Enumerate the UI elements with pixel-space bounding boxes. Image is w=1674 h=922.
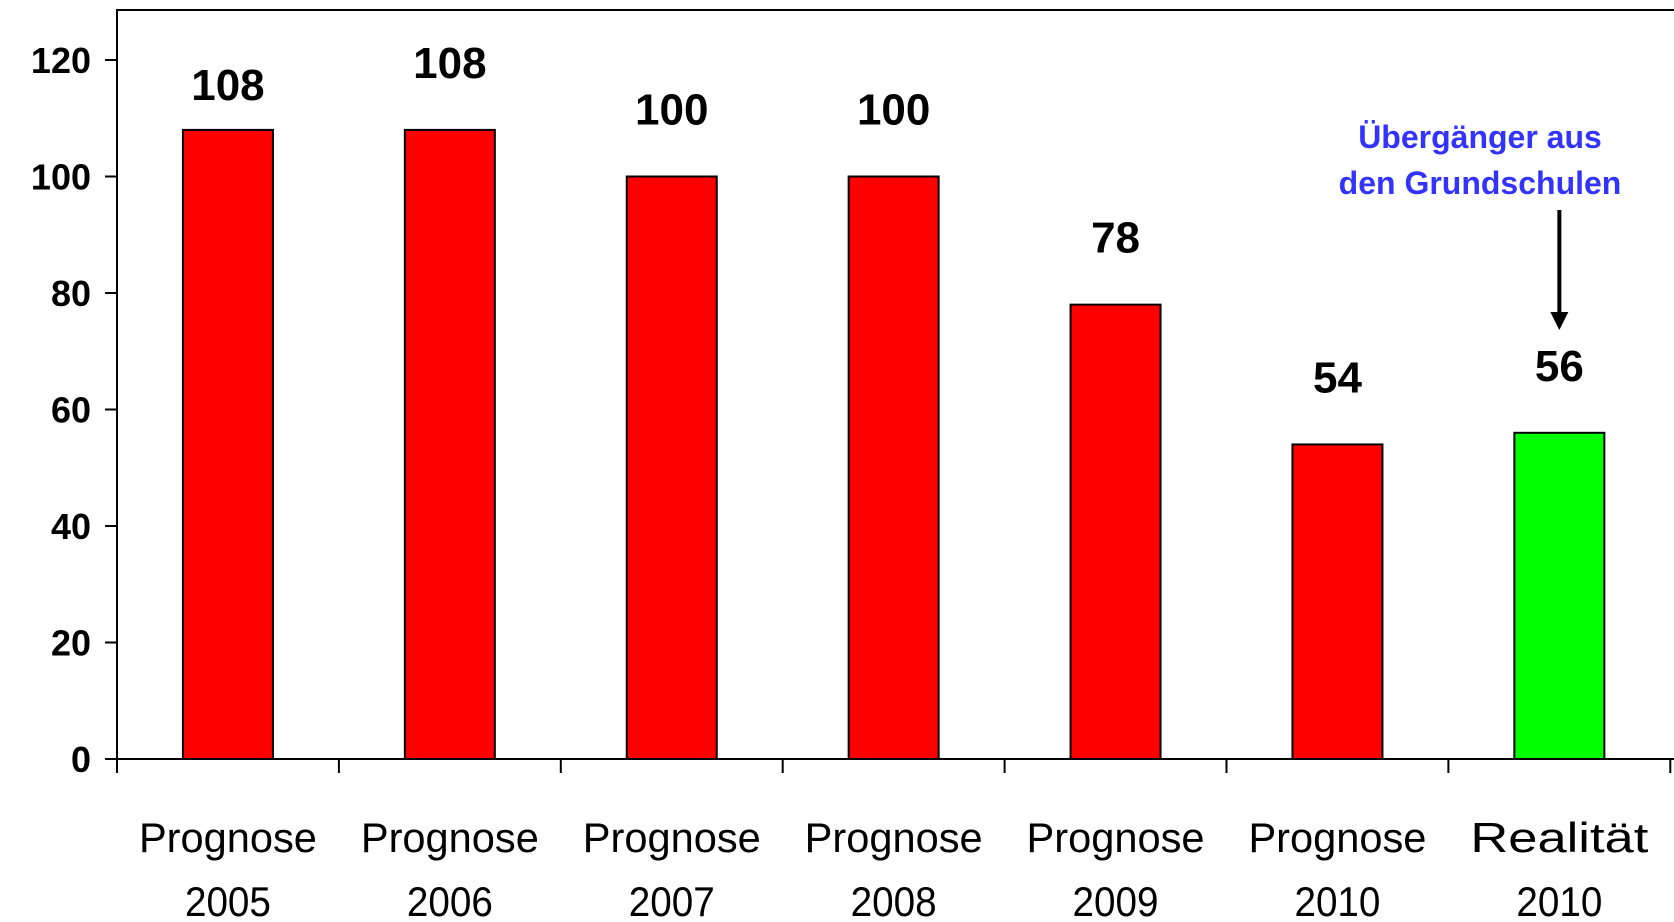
x-tick-label: Prognose xyxy=(805,814,983,861)
category-labels: Prognose 2005 Prognose 2006 Prognose 2007 Prog… xyxy=(139,814,1649,922)
annotation-text: den Grundschulen xyxy=(1339,165,1622,201)
bar xyxy=(1069,303,1162,760)
y-axis: 0 20 40 60 80 100 120 xyxy=(31,40,117,780)
annotation-text: Übergänger aus xyxy=(1358,119,1602,155)
value-labels: 108 108 100 100 78 54 56 xyxy=(191,39,1584,403)
x-tick-label: Prognose xyxy=(583,814,761,861)
data-label: 108 xyxy=(413,39,486,88)
x-tick-label: Prognose xyxy=(361,814,539,861)
annotation: Übergänger aus den Grundschulen xyxy=(1339,119,1622,330)
data-label: 100 xyxy=(857,86,930,135)
y-tick-label: 120 xyxy=(31,40,91,81)
x-tick-label: Prognose xyxy=(1248,814,1426,861)
bar xyxy=(181,128,274,760)
x-tick-label: Prognose xyxy=(139,814,317,861)
bar xyxy=(1513,431,1606,760)
y-tick-label: 40 xyxy=(51,506,91,547)
plot-area xyxy=(116,9,1674,759)
x-tick-label: 2007 xyxy=(629,878,715,922)
bar xyxy=(847,175,940,760)
x-tick-label: 2006 xyxy=(407,878,493,922)
data-label: 54 xyxy=(1313,353,1362,402)
annotation-arrow-head xyxy=(1550,312,1569,330)
plot-frame-border xyxy=(116,9,1674,759)
y-tick-label: 100 xyxy=(31,157,91,198)
x-tick-label: Prognose xyxy=(1027,814,1205,861)
x-tick-label: 2009 xyxy=(1073,878,1159,922)
y-tick-label: 0 xyxy=(71,739,91,780)
x-tick-label: 2010 xyxy=(1294,878,1380,922)
y-tick-label: 80 xyxy=(51,273,91,314)
x-tick-label: Realität xyxy=(1470,814,1648,861)
data-label: 56 xyxy=(1535,342,1584,391)
data-label: 78 xyxy=(1091,214,1140,263)
data-label: 108 xyxy=(191,61,264,110)
x-tick-label: 2008 xyxy=(851,878,937,922)
x-tick-label: 2005 xyxy=(185,878,271,922)
bar xyxy=(625,175,718,760)
bar xyxy=(1291,443,1384,760)
data-label: 100 xyxy=(635,86,708,135)
y-tick-label: 60 xyxy=(51,390,91,431)
y-tick-label: 20 xyxy=(51,623,91,664)
x-tick-label: 2010 xyxy=(1516,878,1602,922)
x-axis xyxy=(116,758,1674,773)
bar xyxy=(403,128,496,760)
bars xyxy=(181,128,1606,760)
